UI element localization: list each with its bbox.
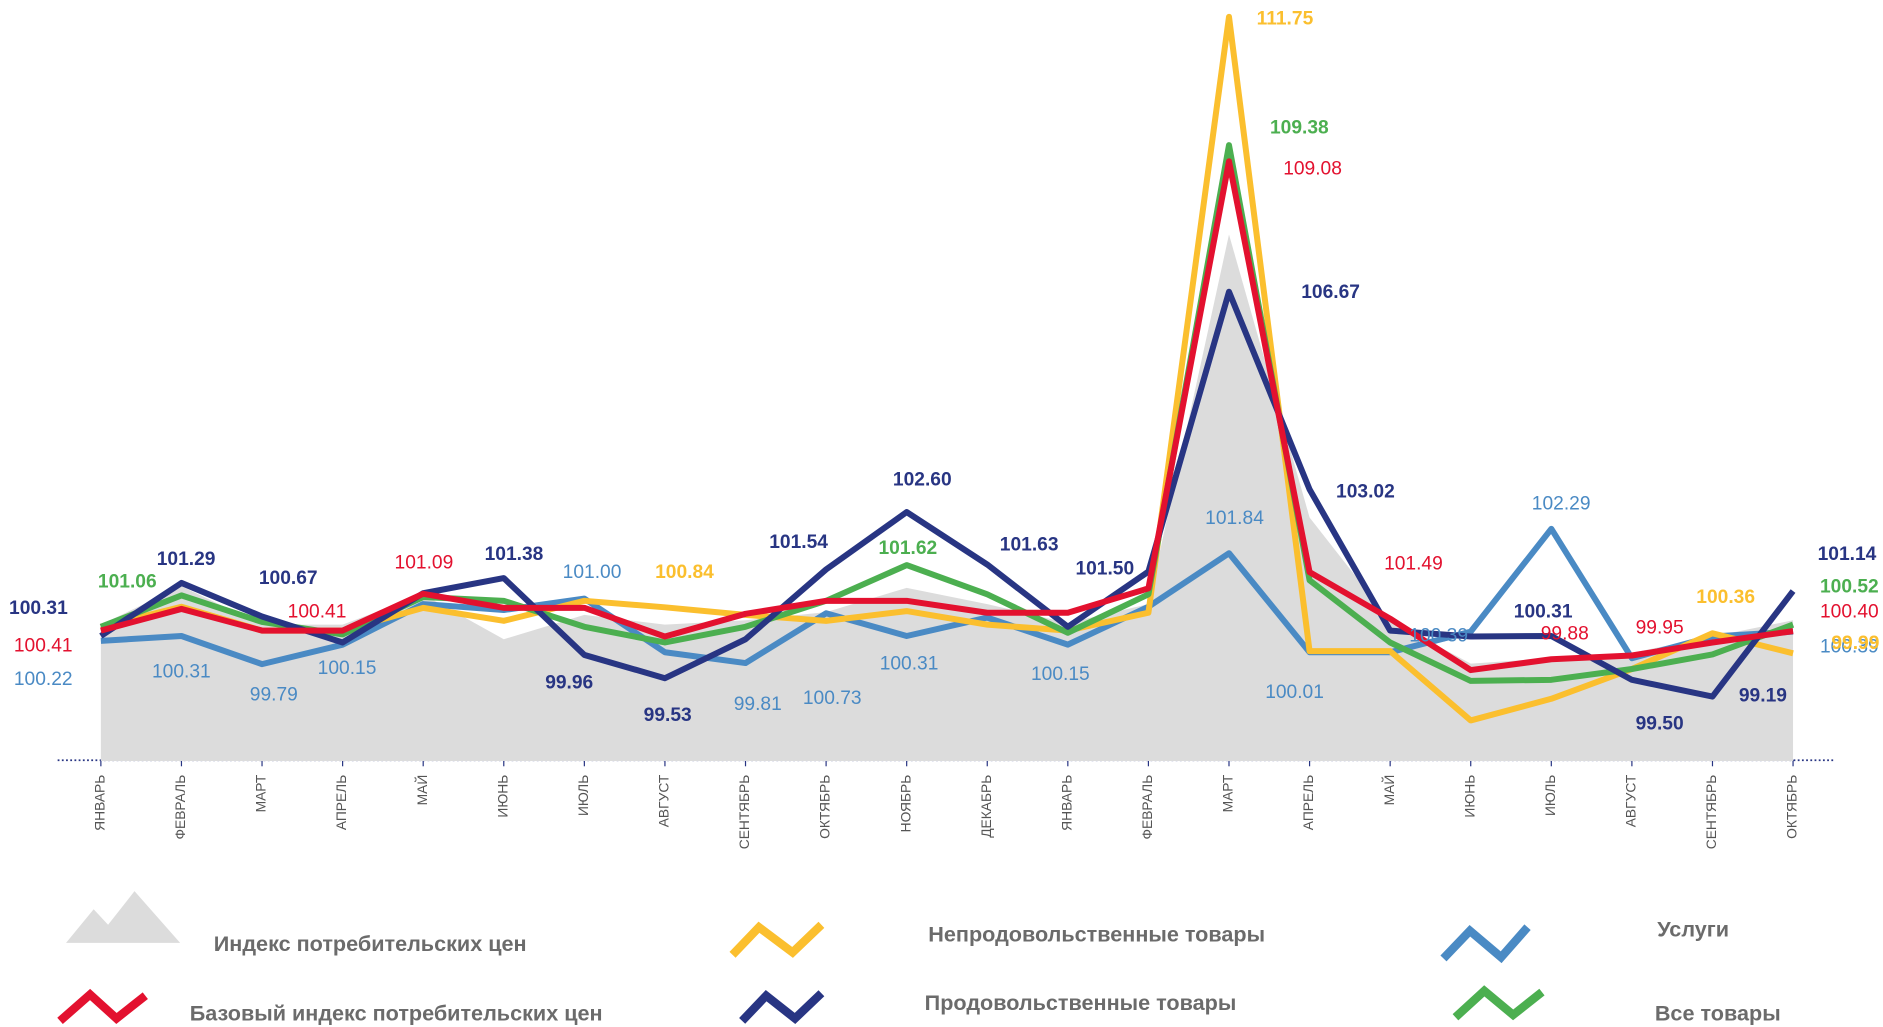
value-label: 100.39 [1820, 636, 1879, 657]
value-label: 99.88 [1541, 623, 1589, 644]
value-label: 102.60 [893, 470, 952, 491]
legend-label: Индекс потребительских цен [214, 931, 527, 956]
series-line [99, 288, 1796, 700]
value-label: 100.40 [1820, 602, 1879, 623]
value-label: 101.63 [1000, 534, 1059, 555]
x-tick-label: ОКТЯБРЬ [817, 775, 833, 839]
value-label: 100.36 [1696, 587, 1755, 608]
value-label: 101.49 [1384, 554, 1443, 575]
x-tick-label: МАЙ [413, 775, 430, 806]
series-line [100, 158, 1794, 674]
value-label: 99.99 [1831, 633, 1879, 654]
legend-icon [739, 989, 825, 1025]
x-tick-label: ИЮНЬ [1461, 775, 1477, 818]
value-label: 99.19 [1739, 686, 1787, 707]
value-label: 99.81 [734, 694, 782, 715]
legend-label: Базовый индекс потребительских цен [190, 1001, 603, 1026]
value-label: 101.09 [395, 552, 454, 573]
value-label: 99.53 [644, 705, 692, 726]
value-label: 101.29 [157, 549, 216, 570]
value-label: 100.73 [803, 688, 862, 709]
legend-label: Все товары [1655, 1001, 1781, 1026]
legend-icon [66, 891, 181, 943]
value-label: 100.31 [1514, 602, 1573, 623]
x-tick-label: СЕНТЯБРЬ [736, 775, 752, 850]
value-label: 99.79 [250, 685, 298, 706]
x-tick-label: ИЮНЬ [494, 775, 510, 818]
x-tick-label: НОЯБРЬ [897, 775, 913, 833]
x-tick-label: АПРЕЛЬ [333, 775, 349, 830]
value-label: 111.75 [1257, 8, 1314, 29]
x-tick-label: ИЮЛЬ [575, 775, 591, 816]
value-label: 101.06 [98, 572, 157, 593]
x-tick-label: АПРЕЛЬ [1300, 775, 1316, 830]
x-tick-label: СЕНТЯБРЬ [1703, 775, 1719, 850]
value-label: 100.31 [9, 598, 68, 619]
value-label: 100.39 [1409, 626, 1468, 647]
series-line [100, 525, 1794, 668]
value-label: 100.31 [152, 662, 211, 683]
value-label: 99.96 [545, 673, 593, 694]
x-tick-label: АВГУСТ [656, 774, 672, 827]
x-tick-label: МАРТ [1220, 774, 1236, 812]
x-tick-label: ЯНВАРЬ [1058, 775, 1074, 831]
value-label: 109.38 [1270, 118, 1329, 139]
value-label: 100.15 [318, 658, 377, 679]
value-label: 106.67 [1301, 282, 1360, 303]
x-tick-label: МАЙ [1380, 775, 1397, 806]
x-tick-label: ДЕКАБРЬ [978, 775, 994, 838]
x-tick-label: ЯНВАРЬ [92, 775, 108, 831]
value-label: 101.84 [1205, 508, 1264, 529]
value-label: 100.15 [1031, 664, 1090, 685]
value-label: 100.01 [1265, 682, 1324, 703]
value-label: 101.62 [878, 538, 937, 559]
value-label: 100.67 [259, 568, 318, 589]
value-label: 101.00 [563, 562, 622, 583]
value-label: 100.22 [14, 669, 73, 690]
value-label: 100.84 [655, 562, 714, 583]
value-label: 102.29 [1532, 494, 1591, 515]
legend-label: Продовольственные товары [925, 990, 1237, 1015]
x-tick-label: МАРТ [253, 774, 269, 812]
x-tick-label: ФЕВРАЛЬ [172, 775, 188, 840]
x-tick-label: ИЮЛЬ [1542, 775, 1558, 816]
value-label: 101.54 [769, 532, 828, 553]
value-label: 100.41 [14, 635, 73, 656]
value-label: 109.08 [1283, 159, 1342, 180]
legend-icon [729, 921, 825, 958]
legend-label: Непродовольственные товары [928, 921, 1265, 946]
value-label: 101.38 [485, 544, 544, 565]
legend-label: Услуги [1657, 917, 1729, 942]
value-label: 99.95 [1636, 617, 1684, 638]
value-label: 99.50 [1636, 713, 1684, 734]
legend-icon [57, 988, 148, 1025]
value-label: 101.50 [1075, 558, 1134, 579]
value-label: 100.31 [880, 653, 939, 674]
value-label: 103.02 [1336, 482, 1395, 503]
x-tick-label: ФЕВРАЛЬ [1139, 775, 1155, 840]
value-label: 100.41 [288, 602, 347, 623]
legend-icon [1452, 985, 1545, 1021]
x-tick-label: АВГУСТ [1623, 774, 1639, 827]
value-label: 100.52 [1820, 576, 1879, 597]
legend-icon [1440, 924, 1531, 964]
value-label: 101.14 [1818, 544, 1877, 565]
x-tick-label: ОКТЯБРЬ [1784, 775, 1800, 839]
